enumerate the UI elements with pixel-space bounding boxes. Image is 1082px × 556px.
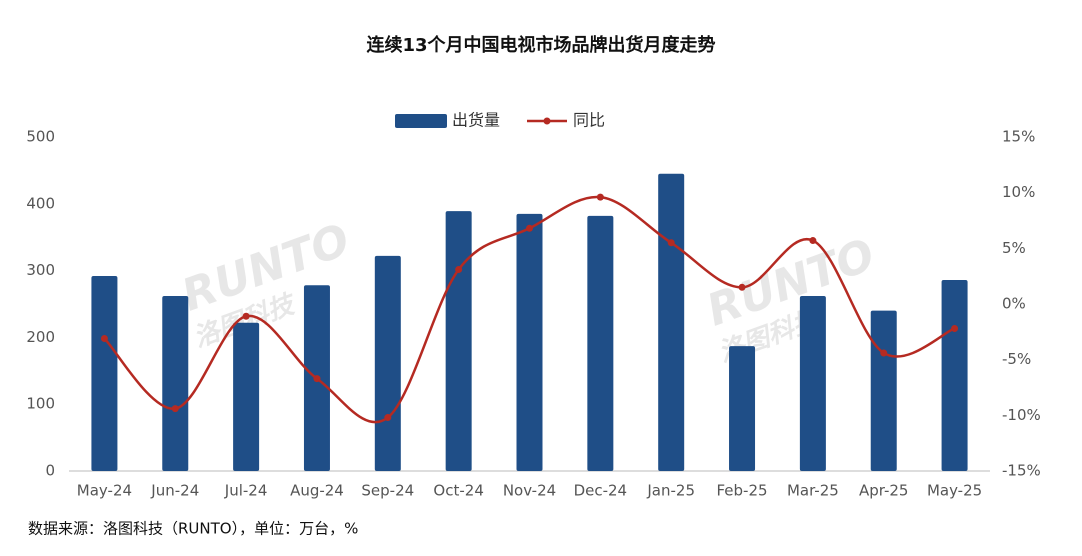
source-note: 数据来源：洛图科技（RUNTO），单位：万台，% [28,520,358,538]
x-tick-label: May-25 [927,482,982,500]
x-tick-label: Sep-24 [361,482,414,500]
line-marker [738,283,746,291]
y-tick-label: 500 [26,128,55,146]
x-tick-label: Mar-25 [787,482,839,500]
legend-swatch [395,114,447,128]
x-tick-label: Apr-25 [859,482,909,500]
legend-label: 出货量 [452,111,500,130]
y2-tick-label: 5% [1002,239,1026,257]
line-marker [667,239,675,247]
bar [162,295,189,471]
x-tick-label: Oct-24 [433,482,483,500]
bar [374,255,401,471]
x-tick-label: Aug-24 [290,482,344,500]
y2-tick-label: 10% [1002,183,1035,201]
x-tick-label: Nov-24 [503,482,556,500]
y2-tick-label: 0% [1002,295,1026,313]
bar [587,215,614,471]
line-marker [880,349,888,357]
y-tick-label: 200 [26,328,55,346]
y-tick-label: 400 [26,194,55,212]
bar [445,211,472,471]
legend-marker [543,117,551,125]
bar [941,279,968,471]
line-marker [596,193,604,201]
plot: 0 100 200 300 400 500 -15% -10% -5% 0% 5% 10% 15% May… [26,128,1040,500]
line-marker [809,237,817,245]
line-marker [951,324,959,332]
x-tick-label: Jul-24 [224,482,268,500]
y2-tick-label: -15% [1002,462,1041,480]
x-tick-label: May-24 [77,482,132,500]
line-marker [384,414,392,422]
y-tick-label: 100 [26,395,55,413]
x-tick-label: Dec-24 [574,482,628,500]
y2-tick-label: -5% [1002,350,1031,368]
bar [91,275,118,471]
bar [658,173,685,472]
legend-label: 同比 [573,111,605,130]
y2-tick-label: -10% [1002,406,1041,424]
line-marker [242,312,250,320]
x-tick-label: Jun-24 [150,482,199,500]
bar [233,322,260,471]
chart-title: 连续13个月中国电视市场品牌出货月度走势 [366,34,715,56]
bar [516,213,543,471]
y-tick-label: 300 [26,261,55,279]
x-tick-label: Jan-25 [646,482,695,500]
bar [729,346,756,471]
y-tick-label: 0 [45,462,55,480]
bar [799,295,826,471]
line-marker [455,265,463,273]
y2-tick-label: 15% [1002,128,1035,146]
line-marker [171,405,179,413]
x-tick-label: Feb-25 [717,482,768,500]
line-marker [100,335,108,343]
bar [870,310,897,471]
line-marker [526,224,533,232]
line-marker [313,375,321,383]
